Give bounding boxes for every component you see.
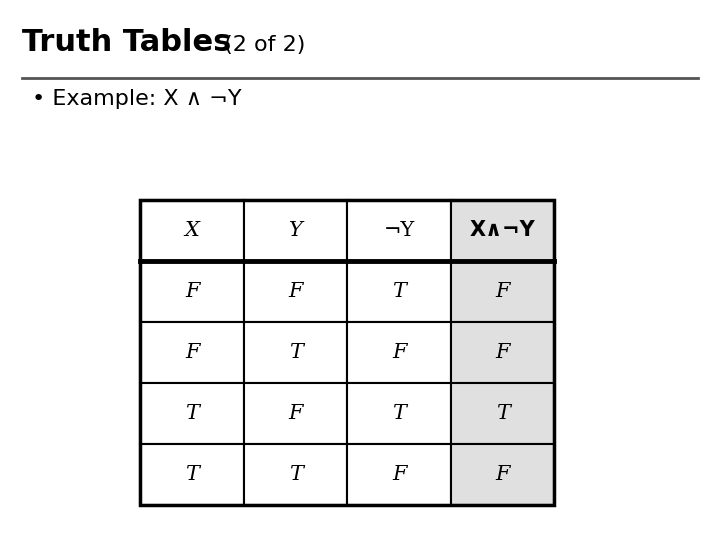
- Text: F: F: [185, 343, 199, 362]
- Text: F: F: [289, 404, 303, 423]
- Text: (2 of 2): (2 of 2): [217, 35, 306, 55]
- Text: T: T: [392, 282, 406, 301]
- Text: ¬Y: ¬Y: [384, 221, 415, 240]
- Text: F: F: [495, 282, 510, 301]
- Text: Truth Tables: Truth Tables: [22, 28, 231, 57]
- Text: F: F: [495, 343, 510, 362]
- Text: T: T: [392, 404, 406, 423]
- Text: F: F: [185, 282, 199, 301]
- Text: Y: Y: [289, 221, 302, 240]
- Text: T: T: [495, 404, 510, 423]
- Text: T: T: [289, 465, 302, 484]
- Text: F: F: [392, 343, 406, 362]
- Text: T: T: [185, 465, 199, 484]
- Text: T: T: [289, 343, 302, 362]
- Text: X∧¬Y: X∧¬Y: [469, 220, 536, 240]
- Text: F: F: [289, 282, 303, 301]
- Text: F: F: [392, 465, 406, 484]
- Text: F: F: [495, 465, 510, 484]
- Text: • Example: X ∧ ¬Y: • Example: X ∧ ¬Y: [32, 89, 242, 109]
- Text: X: X: [185, 221, 199, 240]
- Text: T: T: [185, 404, 199, 423]
